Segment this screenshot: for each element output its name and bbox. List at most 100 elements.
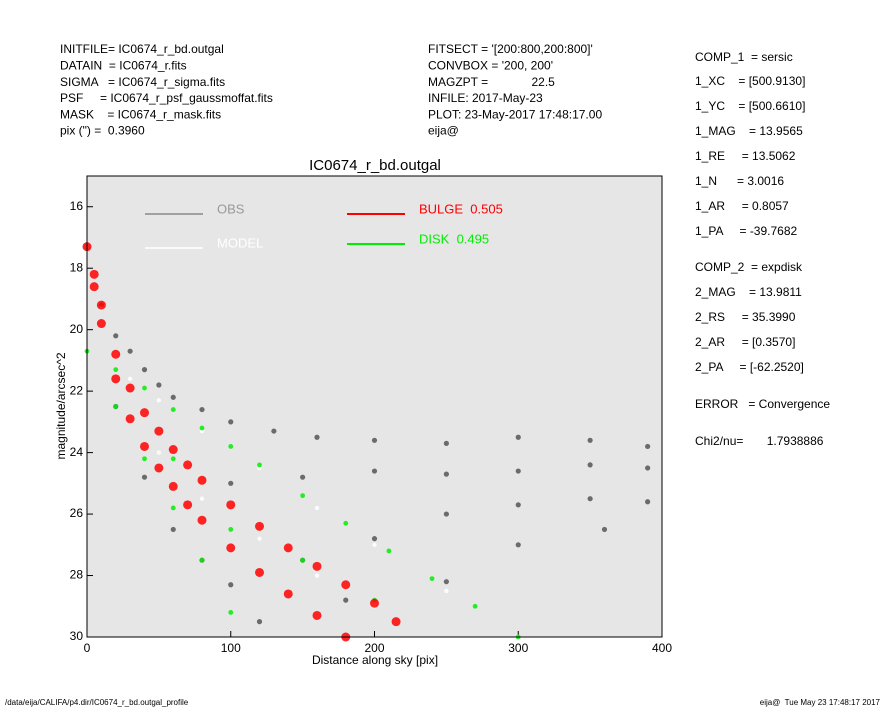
data-point bbox=[257, 536, 262, 541]
header-left-line: PSF = IC0674_r_psf_gaussmoffat.fits bbox=[60, 91, 273, 105]
header-middle-line: CONVBOX = '200, 200' bbox=[428, 58, 553, 72]
parameter-line: COMP_2 = expdisk bbox=[695, 260, 803, 274]
data-point bbox=[343, 520, 349, 526]
data-point bbox=[228, 419, 234, 425]
data-point bbox=[312, 610, 322, 620]
data-point bbox=[645, 465, 651, 471]
data-point bbox=[601, 526, 608, 533]
y-tick-label: 20 bbox=[70, 322, 84, 336]
data-point bbox=[170, 456, 176, 462]
data-point bbox=[170, 394, 176, 400]
data-point bbox=[300, 557, 306, 563]
x-tick-label: 0 bbox=[84, 641, 91, 655]
data-point bbox=[314, 434, 320, 440]
parameter-line: Chi2/nu= 1.7938886 bbox=[695, 434, 824, 448]
data-point bbox=[199, 406, 205, 413]
data-point bbox=[283, 543, 293, 553]
parameter-line: ERROR = Convergence bbox=[695, 397, 830, 411]
data-point bbox=[199, 557, 205, 563]
data-point bbox=[257, 462, 262, 468]
parameter-line: 2_AR = [0.3570] bbox=[695, 335, 795, 349]
data-point bbox=[142, 456, 147, 462]
data-point bbox=[141, 367, 148, 373]
data-point bbox=[255, 567, 264, 577]
data-point bbox=[96, 319, 106, 329]
header-left-line: DATAIN = IC0674_r.fits bbox=[60, 58, 187, 72]
data-point bbox=[113, 367, 119, 373]
parameter-line: 2_PA = [-62.2520] bbox=[695, 360, 804, 374]
legend-label: DISK 0.495 bbox=[419, 231, 489, 246]
data-point bbox=[228, 444, 234, 449]
data-point bbox=[127, 348, 133, 354]
data-point bbox=[89, 282, 99, 292]
data-point bbox=[183, 460, 193, 470]
header-left-line: pix (") = 0.3960 bbox=[60, 124, 145, 138]
x-tick-label: 400 bbox=[652, 641, 672, 655]
parameter-line: 1_AR = 0.8057 bbox=[695, 199, 789, 213]
x-axis-label: Distance along sky [pix] bbox=[312, 653, 438, 667]
data-point bbox=[140, 408, 149, 418]
data-point bbox=[183, 500, 193, 510]
data-point bbox=[444, 588, 449, 594]
data-point bbox=[256, 619, 263, 625]
data-point bbox=[228, 527, 234, 532]
parameter-line: 1_MAG = 13.9565 bbox=[695, 124, 803, 138]
legend-label: BULGE 0.505 bbox=[419, 201, 503, 216]
data-point bbox=[443, 440, 449, 446]
data-point bbox=[140, 441, 149, 451]
data-point bbox=[168, 445, 178, 455]
data-point bbox=[255, 521, 264, 531]
header-left-line: SIGMA = IC0674_r_sigma.fits bbox=[60, 75, 225, 89]
data-point bbox=[314, 505, 320, 511]
data-point bbox=[372, 542, 377, 547]
data-point bbox=[226, 543, 236, 553]
data-point bbox=[89, 269, 99, 279]
legend-label: OBS bbox=[217, 201, 245, 216]
data-point bbox=[371, 437, 378, 443]
plot-area bbox=[87, 176, 662, 637]
data-point bbox=[170, 526, 176, 533]
y-tick-label: 26 bbox=[70, 506, 84, 520]
data-point bbox=[228, 582, 234, 588]
data-point bbox=[141, 474, 148, 480]
data-point bbox=[515, 434, 521, 440]
data-point bbox=[127, 376, 133, 382]
header-middle-line: PLOT: 23-May-2017 17:48:17.00 bbox=[428, 107, 602, 121]
y-tick-label: 24 bbox=[70, 445, 84, 459]
y-axis-label: magnitude/arcsec^2 bbox=[54, 352, 68, 459]
data-point bbox=[515, 468, 521, 474]
header-middle-line: INFILE: 2017-May-23 bbox=[428, 91, 543, 105]
data-point bbox=[371, 536, 378, 542]
data-point bbox=[314, 573, 320, 578]
data-point bbox=[111, 349, 121, 359]
data-point bbox=[443, 579, 449, 585]
data-point bbox=[515, 502, 521, 508]
data-point bbox=[228, 480, 234, 486]
data-point bbox=[154, 463, 164, 473]
data-point bbox=[443, 471, 449, 477]
header-left-line: INITFILE= IC0674_r_bd.outgal bbox=[60, 42, 224, 56]
data-point bbox=[111, 374, 121, 384]
data-point bbox=[113, 404, 119, 409]
data-point bbox=[300, 493, 306, 499]
data-point bbox=[142, 385, 147, 391]
data-point bbox=[587, 462, 593, 468]
legend-label: MODEL bbox=[217, 235, 263, 250]
data-point bbox=[228, 610, 234, 615]
parameter-line: 1_N = 3.0016 bbox=[695, 174, 784, 188]
parameter-line: 1_XC = [500.9130] bbox=[695, 74, 805, 88]
data-point bbox=[645, 499, 651, 505]
data-point bbox=[300, 474, 306, 480]
data-point bbox=[199, 425, 205, 431]
data-point bbox=[271, 428, 277, 434]
y-tick-label: 18 bbox=[70, 260, 84, 274]
parameter-line: 1_RE = 13.5062 bbox=[695, 149, 796, 163]
data-point bbox=[343, 597, 349, 603]
plot-frame bbox=[86, 175, 663, 638]
x-tick-label: 100 bbox=[221, 641, 241, 655]
data-point bbox=[168, 481, 178, 491]
footer-right: eija@ Tue May 23 17:48:17 2017 bbox=[760, 698, 881, 707]
parameter-line: 1_PA = -39.7682 bbox=[695, 224, 798, 238]
x-tick-label: 300 bbox=[508, 641, 528, 655]
